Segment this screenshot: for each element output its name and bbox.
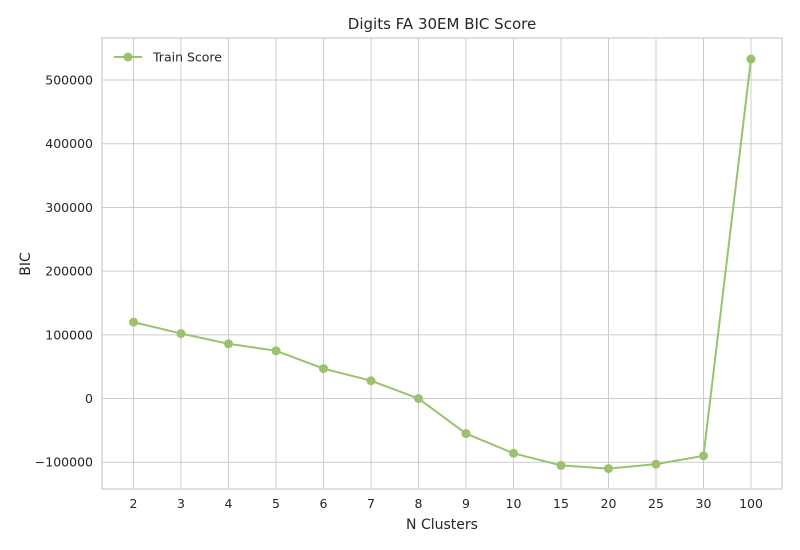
y-tick-label: 300000 (45, 200, 93, 215)
y-axis-title: BIC (18, 252, 34, 276)
x-tick-label: 8 (415, 496, 423, 511)
data-point (699, 451, 708, 461)
series-layer (129, 54, 756, 474)
data-point (271, 346, 281, 356)
data-point (604, 464, 613, 474)
x-tick-label: 9 (462, 496, 470, 511)
x-tick-label: 10 (506, 496, 522, 511)
data-point (556, 460, 566, 470)
x-tick-label: 15 (553, 496, 569, 511)
legend-label: Train Score (152, 50, 222, 65)
x-axis-title: N Clusters (406, 517, 478, 533)
data-point (651, 459, 661, 469)
x-tick-label: 5 (272, 496, 280, 511)
y-tick-label: 200000 (45, 264, 93, 279)
data-point (176, 329, 186, 339)
x-tick-labels: 2 3 4 5 6 7 8 9 10 15 20 25 30 100 (130, 496, 763, 511)
data-point (129, 317, 138, 327)
y-tick-label: 100000 (45, 327, 93, 342)
x-tick-label: 7 (367, 496, 375, 511)
data-point (509, 448, 518, 458)
legend: Train Score (114, 50, 222, 65)
y-tick-label: 500000 (45, 73, 93, 88)
data-point (319, 364, 328, 374)
y-tick-label: −100000 (35, 455, 93, 470)
plot-area-frame (101, 37, 783, 490)
y-tick-labels: −100000 0 100000 200000 300000 400000 500000 (35, 73, 93, 470)
y-tick-label: 400000 (45, 136, 93, 151)
x-tick-label: 20 (601, 496, 617, 511)
x-tick-label: 6 (320, 496, 328, 511)
data-point (746, 54, 756, 64)
x-tick-label: 3 (177, 496, 185, 511)
x-tick-label: 100 (739, 496, 763, 511)
data-point (224, 339, 233, 349)
chart-title: Digits FA 30EM BIC Score (348, 15, 536, 33)
x-tick-label: 4 (225, 496, 233, 511)
data-point (414, 394, 423, 404)
x-tick-label: 25 (648, 496, 664, 511)
y-tick-label: 0 (85, 391, 93, 406)
x-tick-label: 30 (696, 496, 712, 511)
data-point (366, 376, 376, 386)
data-point (461, 429, 471, 439)
x-tick-label: 2 (130, 496, 138, 511)
grid-lines (102, 38, 782, 489)
series-line (133, 58, 752, 470)
legend-marker-icon (123, 52, 133, 62)
